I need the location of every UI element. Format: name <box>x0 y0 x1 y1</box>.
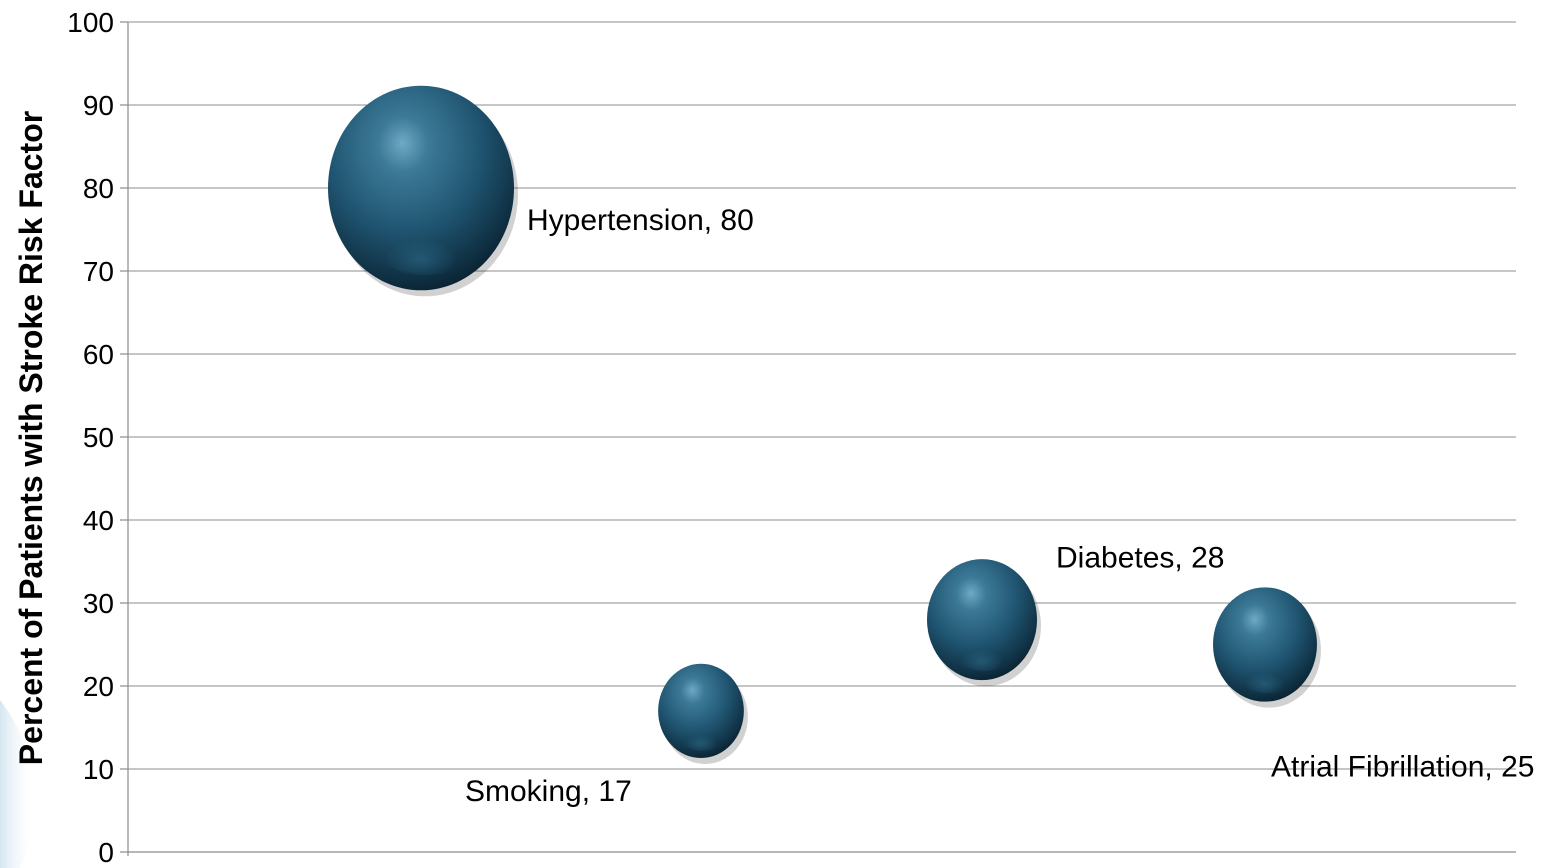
data-labels: Hypertension, 80 Smoking, 17 Diabetes, 28 A… <box>465 204 1534 808</box>
y-tick-label: 0 <box>98 837 114 868</box>
y-tick-label: 10 <box>83 754 114 785</box>
y-tick-label: 20 <box>83 671 114 702</box>
data-label: Smoking, 17 <box>465 775 632 808</box>
y-tick-label: 100 <box>67 7 114 38</box>
bubble <box>658 663 748 765</box>
y-tick-label: 80 <box>83 173 114 204</box>
bubble-reflection <box>679 722 727 751</box>
y-tick-label: 50 <box>83 422 114 453</box>
bubble-reflection <box>1239 658 1297 694</box>
y-axis-title: Percent of Patients with Stroke Risk Fac… <box>13 111 49 765</box>
data-label: Hypertension, 80 <box>527 204 754 237</box>
bubble <box>328 85 518 297</box>
bubble <box>926 559 1042 687</box>
data-label: Atrial Fibrillation, 25 <box>1271 751 1534 784</box>
y-tick-label: 40 <box>83 505 114 536</box>
bubble <box>1213 587 1321 708</box>
bubble-reflection <box>374 213 477 275</box>
y-tick-label: 70 <box>83 256 114 287</box>
bubble-reflection <box>954 634 1016 672</box>
y-tick-label: 90 <box>83 90 114 121</box>
background-glow <box>0 700 36 868</box>
data-label: Diabetes, 28 <box>1056 542 1224 575</box>
y-axis-ticks: 0 10 20 30 40 50 60 70 80 90 100 <box>67 7 128 868</box>
y-tick-label: 60 <box>83 339 114 370</box>
bubbles <box>328 85 1321 765</box>
y-tick-label: 30 <box>83 588 114 619</box>
